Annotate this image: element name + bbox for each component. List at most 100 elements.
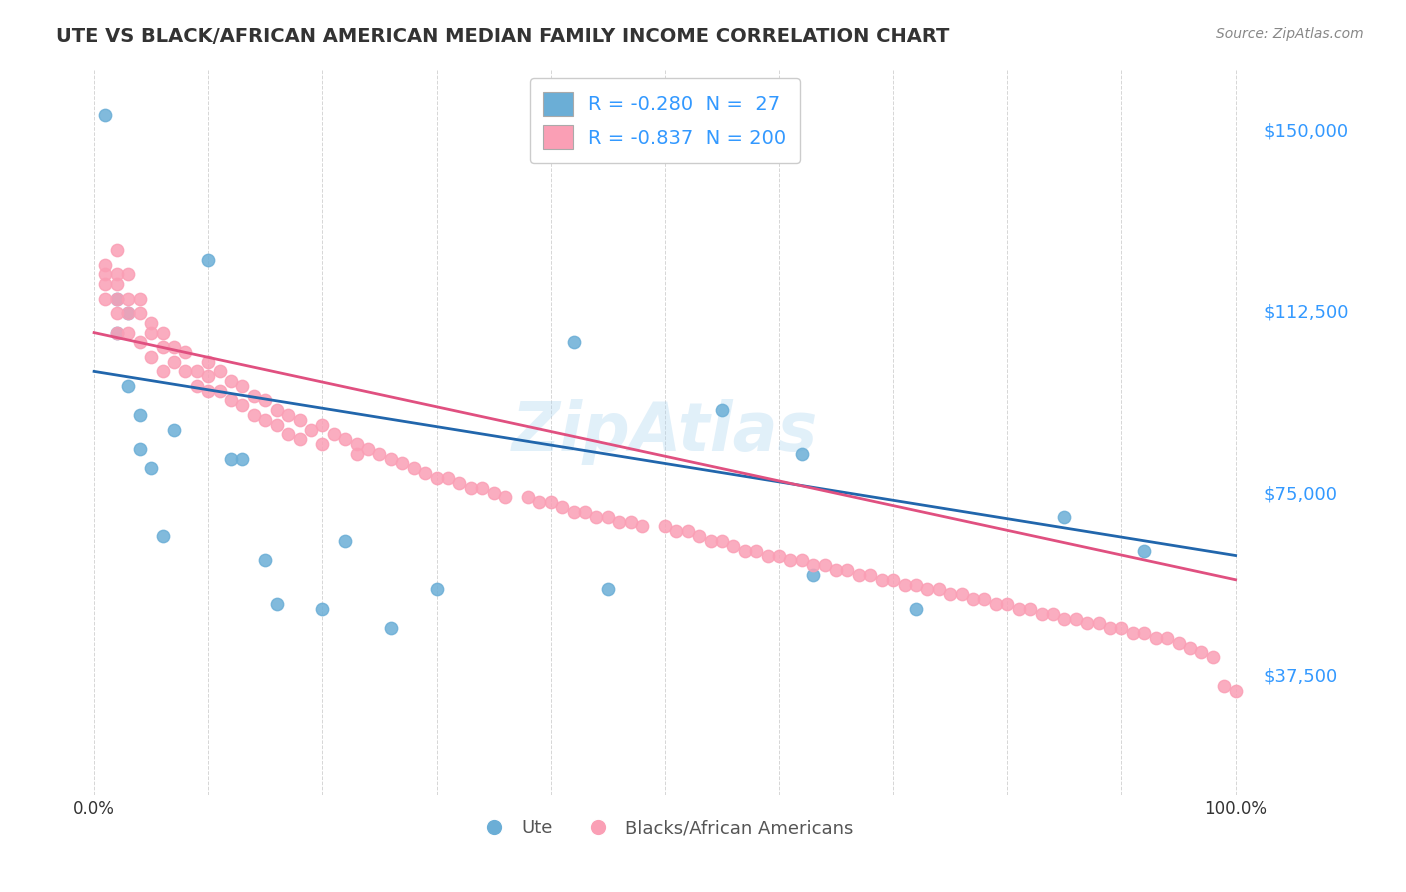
Point — [254, 553, 277, 567]
Point — [814, 558, 837, 573]
Point — [801, 558, 824, 573]
Point — [288, 413, 311, 427]
Point — [197, 354, 219, 368]
Point — [917, 582, 939, 597]
Point — [904, 577, 927, 591]
Point — [1133, 543, 1156, 558]
Point — [186, 379, 208, 393]
Point — [950, 587, 973, 601]
Point — [437, 471, 460, 485]
Point — [128, 335, 150, 350]
Point — [335, 533, 357, 548]
Point — [128, 408, 150, 422]
Point — [790, 553, 813, 567]
Text: ZipAtlas: ZipAtlas — [512, 399, 818, 465]
Point — [596, 582, 619, 597]
Point — [425, 471, 447, 485]
Point — [94, 292, 117, 306]
Point — [1225, 684, 1247, 698]
Point — [197, 369, 219, 384]
Point — [1053, 509, 1076, 524]
Point — [219, 374, 242, 388]
Point — [219, 451, 242, 466]
Point — [413, 466, 436, 480]
Point — [973, 592, 995, 607]
Point — [152, 529, 174, 543]
Point — [607, 515, 630, 529]
Point — [939, 587, 962, 601]
Point — [859, 568, 882, 582]
Point — [311, 437, 333, 451]
Point — [734, 543, 756, 558]
Point — [1042, 607, 1064, 621]
Point — [277, 427, 299, 442]
Point — [266, 597, 288, 611]
Point — [105, 244, 128, 258]
Point — [1087, 616, 1109, 631]
Point — [1064, 611, 1087, 625]
Point — [471, 481, 494, 495]
Point — [174, 345, 197, 359]
Point — [540, 495, 562, 509]
Point — [449, 475, 471, 490]
Point — [904, 602, 927, 616]
Point — [482, 485, 505, 500]
Point — [801, 568, 824, 582]
Point — [665, 524, 688, 539]
Point — [197, 252, 219, 267]
Point — [460, 481, 482, 495]
Point — [322, 427, 344, 442]
Point — [620, 515, 643, 529]
Point — [402, 461, 425, 475]
Point — [152, 364, 174, 378]
Point — [288, 432, 311, 446]
Point — [105, 277, 128, 292]
Point — [562, 335, 585, 350]
Point — [1133, 626, 1156, 640]
Point — [1189, 645, 1212, 659]
Point — [141, 350, 163, 364]
Point — [494, 491, 516, 505]
Point — [962, 592, 984, 607]
Point — [105, 292, 128, 306]
Point — [1008, 602, 1031, 616]
Point — [94, 258, 117, 272]
Point — [928, 582, 950, 597]
Point — [779, 553, 801, 567]
Point — [311, 417, 333, 432]
Point — [141, 326, 163, 340]
Point — [243, 389, 266, 403]
Point — [94, 107, 117, 121]
Point — [654, 519, 676, 533]
Point — [745, 543, 768, 558]
Point — [254, 413, 277, 427]
Point — [1178, 640, 1201, 655]
Point — [596, 509, 619, 524]
Point — [141, 316, 163, 330]
Point — [117, 268, 139, 282]
Point — [117, 292, 139, 306]
Point — [870, 573, 893, 587]
Point — [231, 451, 253, 466]
Text: Source: ZipAtlas.com: Source: ZipAtlas.com — [1216, 27, 1364, 41]
Point — [128, 442, 150, 456]
Point — [1019, 602, 1042, 616]
Point — [1144, 631, 1167, 645]
Point — [984, 597, 1007, 611]
Point — [380, 451, 402, 466]
Point — [311, 602, 333, 616]
Point — [688, 529, 710, 543]
Point — [551, 500, 574, 514]
Point — [1111, 621, 1133, 635]
Point — [105, 292, 128, 306]
Point — [995, 597, 1018, 611]
Point — [882, 573, 904, 587]
Point — [699, 533, 721, 548]
Point — [837, 563, 859, 577]
Point — [197, 384, 219, 398]
Point — [174, 364, 197, 378]
Point — [105, 268, 128, 282]
Point — [357, 442, 380, 456]
Point — [152, 326, 174, 340]
Point — [208, 384, 231, 398]
